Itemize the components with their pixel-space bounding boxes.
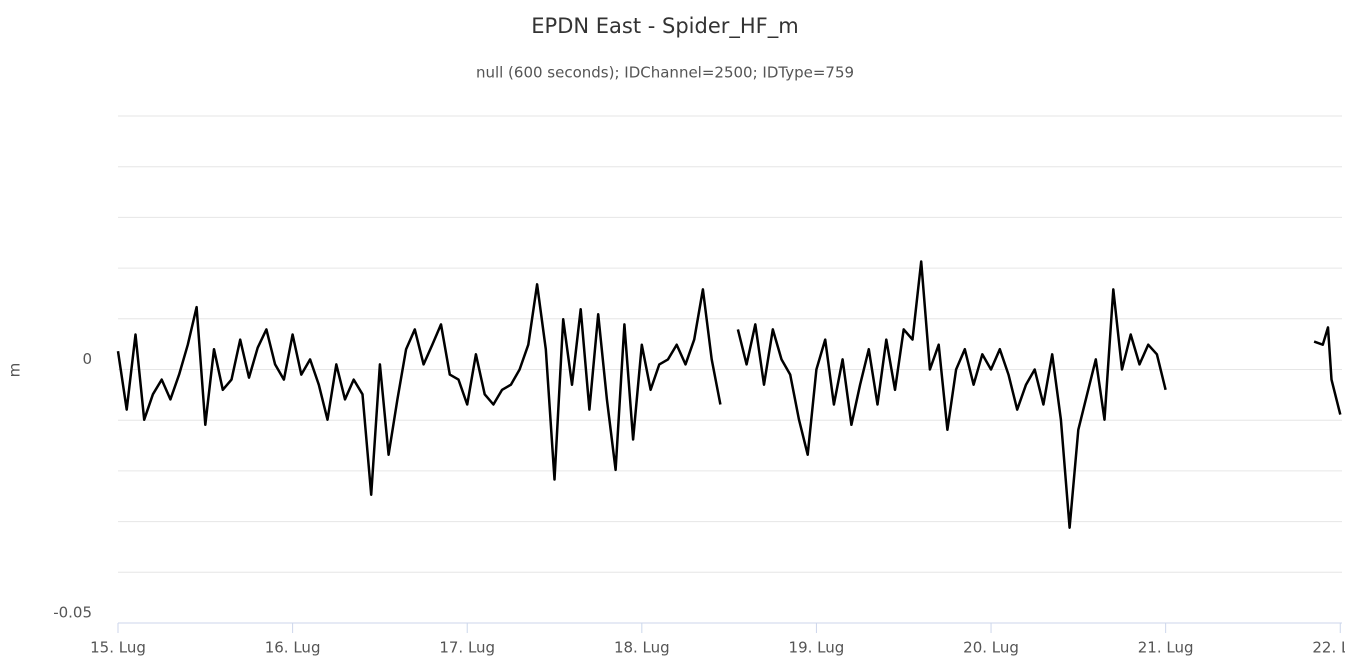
x-tick-label: 15. Lug [90, 639, 146, 657]
data-line [116, 260, 1342, 529]
x-tick-label: 16. Lug [265, 639, 321, 657]
x-tick-label: 21. Lug [1138, 639, 1194, 657]
y-tick-label: -0.05 [53, 604, 92, 622]
y-axis-title: m [6, 363, 24, 378]
x-tick-label: 22. Lug [1312, 639, 1345, 657]
x-tick-label: 17. Lug [439, 639, 495, 657]
chart-subtitle: null (600 seconds); IDChannel=2500; IDTy… [476, 64, 854, 82]
chart-title: EPDN East - Spider_HF_m [531, 14, 798, 39]
x-tick-label: 19. Lug [789, 639, 845, 657]
y-tick-label: 0 [82, 350, 92, 368]
x-tick-label: 18. Lug [614, 639, 670, 657]
x-tick-label: 20. Lug [963, 639, 1019, 657]
